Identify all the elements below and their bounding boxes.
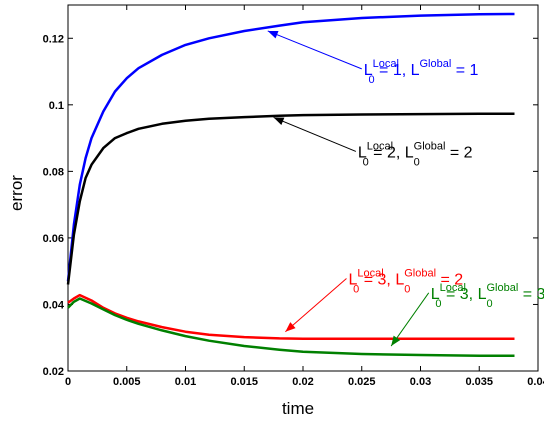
series-line-4 (67, 297, 515, 357)
annotation-arrowhead (267, 30, 279, 39)
annotation-label-part: 0 (368, 74, 374, 86)
y-tick-label: 0.1 (49, 100, 64, 112)
annotation-label-part: Global (414, 140, 446, 152)
annotation-label-part: Local (440, 282, 466, 294)
y-axis-label: error (7, 175, 26, 211)
annotation-label-part: 0 (363, 156, 369, 168)
annotation-label-part: = 3, L (359, 272, 404, 289)
annotation-label-part: Local (357, 268, 383, 280)
annotation-label-part: = 1 (451, 62, 478, 79)
annotation-arrow-line (273, 116, 357, 152)
annotation-label-part: Global (487, 282, 519, 294)
annotation-label-1: LLocal 0 = 1, LGlobal = 1 (364, 58, 479, 86)
annotation-label-part: = 2 (436, 272, 463, 289)
series-line-3 (67, 293, 515, 340)
y-tick-label: 0.02 (43, 366, 64, 378)
annotation-label-part: 0 (414, 156, 420, 168)
series-lines (66, 12, 515, 357)
x-tick-label: 0.03 (410, 376, 431, 388)
annotation-label-part: L (358, 144, 367, 161)
annotation-label-part: = 2 (445, 144, 472, 161)
annotation-label-part: 0 (435, 298, 441, 310)
x-tick-label: 0.005 (113, 376, 141, 388)
annotation-label-3: LLocal 0 = 3, L0Global = 2 (348, 268, 463, 296)
y-tick-label: 0.08 (43, 166, 64, 178)
annotation-arrowhead (391, 335, 401, 347)
annotation-label-part: 0 (486, 298, 492, 310)
y-tick-label: 0.06 (43, 233, 64, 245)
x-tick-label: 0.01 (175, 376, 196, 388)
x-tick-label: 0.02 (292, 376, 313, 388)
annotation-label-part: Local (367, 140, 393, 152)
annotation-arrow-line (267, 30, 362, 70)
annotation-label-part: = 1, L (375, 62, 420, 79)
annotation-arrows (267, 30, 430, 347)
annotation-label-part: 0 (353, 284, 359, 296)
x-axis-ticks: 0 0.005 0.01 0.015 0.02 0.025 0.03 0.035 0.04 (65, 5, 544, 388)
annotation-label-4: LLocal 0 = 3, L0 Global = 3 (431, 282, 544, 310)
x-tick-label: 0.04 (527, 376, 544, 388)
x-axis-label: time (282, 399, 314, 418)
y-axis-ticks: 0.02 0.04 0.06 0.08 0.1 0.12 (43, 33, 538, 378)
annotation-label-part: L (348, 272, 357, 289)
annotation-label-part: = 2, L (369, 144, 414, 161)
annotation-arrow-line (390, 292, 430, 347)
y-tick-label: 0.12 (43, 33, 64, 45)
x-tick-label: 0.025 (348, 376, 376, 388)
annotation-label-2: LLocal 0 = 2, L0 Global = 2 (358, 140, 473, 168)
annotation-label-part: L (431, 286, 440, 303)
series-line-1 (66, 12, 515, 282)
annotation-arrow-line (285, 278, 347, 333)
annotation-label-part: Global (420, 58, 452, 70)
x-tick-label: 0.035 (465, 376, 493, 388)
annotation-label-part: = 3, L (442, 286, 487, 303)
annotation-label-part: L (364, 62, 373, 79)
annotation-label-part: 0 (404, 284, 410, 296)
x-tick-label: 0.015 (230, 376, 258, 388)
y-tick-label: 0.04 (43, 299, 65, 311)
annotation-arrowhead (273, 117, 285, 125)
plot-area (67, 4, 539, 372)
annotation-arrowhead (285, 322, 296, 332)
annotation-label-part: Global (404, 268, 436, 280)
annotation-label-part: Local (373, 58, 399, 70)
x-tick-label: 0 (65, 376, 71, 388)
annotation-label-part: = 3 (518, 286, 544, 303)
series-line-2 (66, 112, 515, 285)
